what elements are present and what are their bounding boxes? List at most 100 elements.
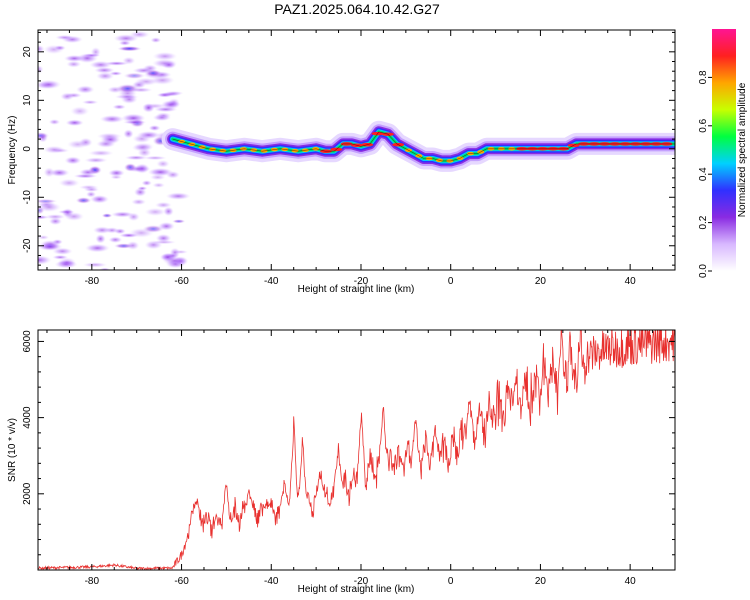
noise-blob xyxy=(149,174,166,181)
x-tick-label: -20 xyxy=(354,276,369,287)
noise-blob xyxy=(108,169,125,177)
x-tick-label: -60 xyxy=(174,576,189,587)
noise-blob xyxy=(88,150,114,157)
noise-blob xyxy=(126,240,140,250)
noise-blob xyxy=(128,30,150,39)
noise-blob xyxy=(155,233,172,243)
noise-blob xyxy=(131,143,153,152)
noise-blob xyxy=(96,139,116,148)
colorbar-tick-label: 0.2 xyxy=(698,215,709,229)
noise-blob xyxy=(144,240,163,250)
colorbar: 0.0 0.2 0.4 0.6 0.8 Normalized spectral ampl… xyxy=(698,29,748,278)
snr-xlabel: Height of straight line (km) xyxy=(298,584,415,595)
noise-blob xyxy=(122,120,147,125)
x-tick-label: -80 xyxy=(85,576,100,587)
noise-blob xyxy=(90,47,101,58)
noise-blob xyxy=(132,67,155,74)
noise-blob xyxy=(128,87,153,93)
noise-blob xyxy=(137,186,148,191)
snr-frame xyxy=(37,329,676,571)
noise-blob xyxy=(123,129,134,139)
noise-blob xyxy=(84,157,108,164)
noise-blob xyxy=(43,145,66,154)
ridge-centerline xyxy=(172,131,675,162)
noise-blob xyxy=(141,180,152,186)
noise-blob xyxy=(95,234,106,244)
noise-blob xyxy=(161,60,177,69)
figure-title: PAZ1.2025.064.10.42.G27 xyxy=(274,1,440,17)
noise-blob xyxy=(147,167,174,177)
x-tick-label: -60 xyxy=(174,276,189,287)
noise-blob xyxy=(85,191,97,198)
noise-blob xyxy=(48,217,63,226)
y-tick-label: 10 xyxy=(22,94,33,106)
x-tick-label: 0 xyxy=(448,576,454,587)
x-tick-label: -80 xyxy=(85,276,100,287)
noise-blob xyxy=(64,156,82,165)
noise-blob xyxy=(38,132,50,140)
y-tick-label: 20 xyxy=(22,46,33,58)
noise-blob xyxy=(152,182,166,188)
x-tick-label: -40 xyxy=(264,276,279,287)
noise-blob xyxy=(164,100,181,108)
noise-blob xyxy=(49,168,70,177)
noise-blob xyxy=(55,34,75,40)
spectrogram-ylabel: Frequency (Hz) xyxy=(7,116,18,185)
noise-blob xyxy=(114,94,139,100)
spectrogram-y-axis: -20 -10 0 10 20 xyxy=(22,31,675,266)
noise-blob xyxy=(131,198,147,206)
noise-blob xyxy=(163,206,174,217)
noise-blob xyxy=(84,243,110,253)
snr-panel: -80 -60 -40 -20 0 20 40 2000 4000 6000 Height of… xyxy=(7,329,676,595)
noise-blob xyxy=(101,213,113,218)
noise-blob xyxy=(112,104,126,110)
noise-blob xyxy=(92,226,112,234)
x-tick-label: 40 xyxy=(625,576,637,587)
noise-blob xyxy=(150,37,162,43)
y-tick-label: 0 xyxy=(22,146,33,152)
noise-blob xyxy=(127,212,140,222)
noise-blob xyxy=(66,60,82,68)
frequency-ridge xyxy=(161,120,675,172)
x-tick-label: 0 xyxy=(448,276,454,287)
spectrogram-panel: -80 -60 -40 -20 0 20 40 -20 -10 0 10 20 Height of … xyxy=(7,29,676,295)
noise-blob xyxy=(109,71,123,76)
snr-ylabel: SNR (10 * v/v) xyxy=(7,418,18,482)
y-tick-label: 4000 xyxy=(22,406,33,429)
snr-y-axis: 2000 4000 6000 xyxy=(22,330,675,571)
noise-blob xyxy=(66,139,89,149)
snr-x-axis: -80 -60 -40 -20 0 20 40 xyxy=(46,330,676,587)
noise-blob xyxy=(117,46,142,52)
x-tick-label: -40 xyxy=(264,576,279,587)
noise-blob xyxy=(172,219,186,224)
colorbar-ticks: 0.0 0.2 0.4 0.6 0.8 xyxy=(698,70,712,278)
noise-blob xyxy=(165,192,191,200)
colorbar-label: Normalized spectral amplitude xyxy=(737,82,748,217)
noise-blob xyxy=(57,257,77,268)
noise-blob xyxy=(81,100,99,105)
noise-blob xyxy=(64,212,85,221)
noise-blob xyxy=(38,242,63,251)
noise-blob xyxy=(143,155,167,161)
noise-blob xyxy=(148,125,161,132)
noise-blob xyxy=(123,72,146,79)
noise-blob xyxy=(60,92,75,101)
y-tick-label: 2000 xyxy=(22,482,33,505)
noise-blob xyxy=(144,207,166,217)
y-tick-label: -20 xyxy=(22,238,33,253)
noise-blob xyxy=(99,267,111,270)
noise-blob xyxy=(136,131,161,140)
spectrogram-frame xyxy=(37,29,676,271)
noise-blob xyxy=(48,119,61,125)
spectrogram-x-axis: -80 -60 -40 -20 0 20 40 xyxy=(46,30,676,287)
noise-blob xyxy=(90,195,110,204)
noise-blob xyxy=(82,262,108,268)
snr-background xyxy=(38,330,675,570)
noise-blob xyxy=(65,119,84,127)
noise-blob xyxy=(38,255,52,265)
y-tick-label: -10 xyxy=(22,190,33,205)
noise-blob xyxy=(38,198,58,204)
x-tick-label: 40 xyxy=(625,276,637,287)
noise-blob xyxy=(108,236,123,243)
